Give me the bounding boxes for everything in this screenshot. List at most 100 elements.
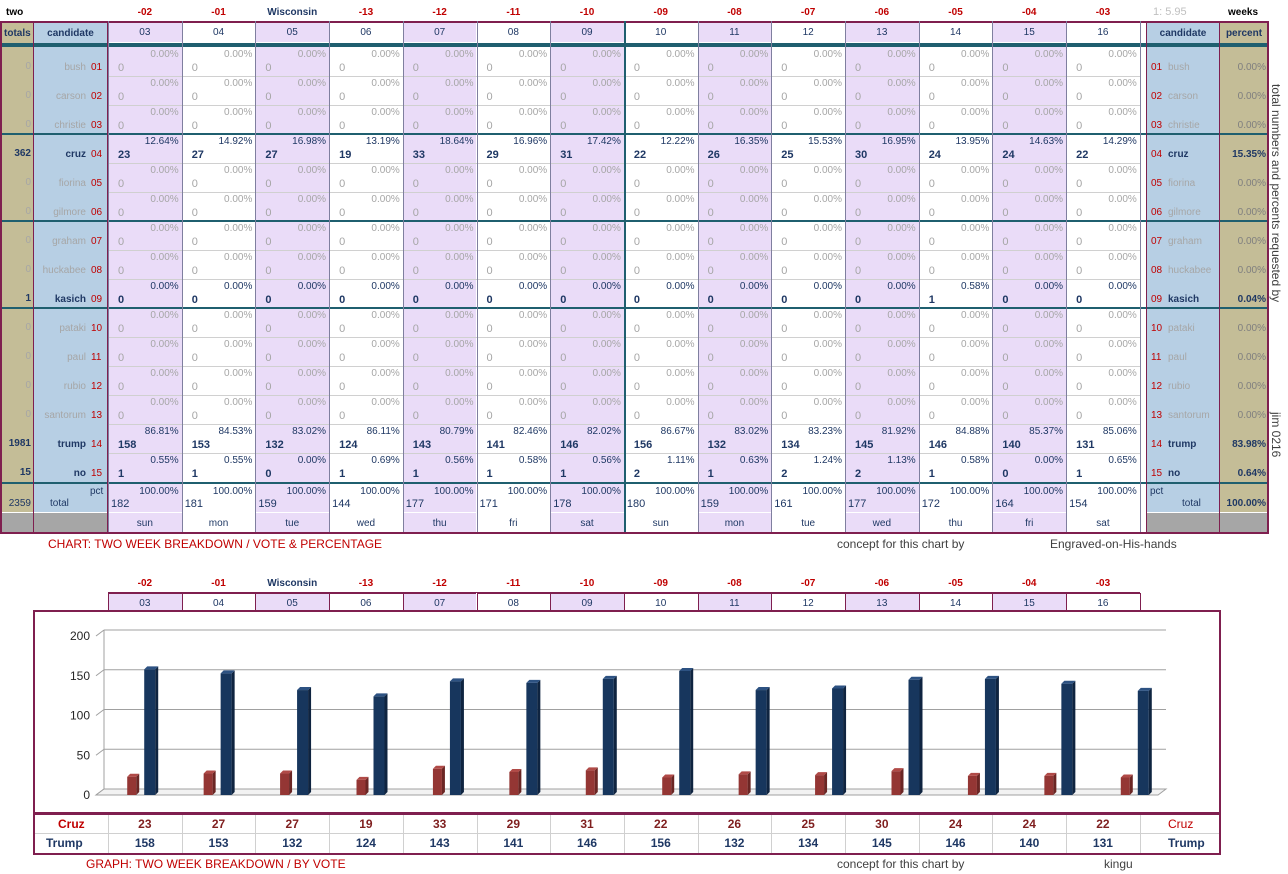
vote-count: 0 bbox=[707, 381, 714, 393]
candidate-number-right: 07 bbox=[1151, 236, 1163, 247]
vote-count: 0 bbox=[412, 91, 419, 103]
vote-percent: 0.00% bbox=[150, 78, 179, 89]
total-percent: 100.00% bbox=[802, 486, 842, 497]
total-percent: 100.00% bbox=[212, 486, 253, 497]
total-percent: 100.00% bbox=[1023, 486, 1064, 497]
vote-percent: 0.00% bbox=[813, 339, 842, 350]
vote-percent: 0.00% bbox=[297, 78, 327, 89]
vote-percent: 0.00% bbox=[371, 165, 400, 176]
vote-percent: 0.00% bbox=[1034, 107, 1064, 118]
candidate-number: 09 bbox=[91, 294, 103, 305]
candidate-percent: 0.00% bbox=[1237, 323, 1266, 334]
vote-percent: 0.58% bbox=[961, 281, 990, 292]
vote-count: 0 bbox=[781, 91, 788, 103]
concept-label-1: concept for this chart by bbox=[837, 537, 965, 551]
vote-count: 0 bbox=[855, 91, 862, 103]
graph-day-code: -10 bbox=[579, 578, 595, 589]
vote-count: 22 bbox=[1076, 149, 1089, 161]
vote-percent: 0.00% bbox=[1034, 78, 1064, 89]
date-label: 15 bbox=[1023, 27, 1035, 38]
vote-count: 0 bbox=[486, 62, 493, 74]
vote-count: 0 bbox=[855, 410, 862, 422]
vote-count: 0 bbox=[781, 323, 788, 335]
vote-count: 0 bbox=[191, 323, 198, 335]
vote-count: 1 bbox=[412, 468, 419, 480]
candidate-number: 11 bbox=[91, 352, 102, 363]
vote-count: 1 bbox=[1076, 468, 1083, 480]
vote-percent: 0.00% bbox=[813, 78, 842, 89]
total-count: 178 bbox=[553, 498, 572, 510]
vote-count: 0 bbox=[781, 410, 788, 422]
vote-percent: 0.00% bbox=[1108, 78, 1137, 89]
vote-count: 0 bbox=[191, 120, 198, 132]
vote-percent: 16.98% bbox=[292, 136, 327, 147]
date-label: 05 bbox=[286, 27, 298, 38]
vote-count: 0 bbox=[855, 62, 862, 74]
vote-percent: 0.00% bbox=[1108, 223, 1137, 234]
vote-percent: 0.00% bbox=[813, 397, 842, 408]
vote-percent: 0.00% bbox=[518, 223, 548, 234]
candidate-name: graham bbox=[52, 236, 86, 247]
weekday-label: sat bbox=[580, 518, 594, 529]
vote-count: 0 bbox=[633, 207, 641, 219]
total-percent: 100.00% bbox=[876, 486, 916, 497]
candidate-number-right: 11 bbox=[1151, 352, 1162, 363]
bar-side bbox=[136, 773, 140, 795]
date-label: 06 bbox=[360, 27, 372, 38]
vote-percent: 0.00% bbox=[813, 49, 842, 60]
vote-count: 0 bbox=[781, 178, 788, 190]
candidate-total: 0 bbox=[25, 235, 31, 246]
bar-side bbox=[824, 772, 828, 795]
vote-percent: 0.00% bbox=[1034, 281, 1064, 292]
vote-count: 0 bbox=[928, 91, 935, 103]
day-code: Wisconsin bbox=[267, 7, 318, 18]
vote-count: 0 bbox=[1076, 381, 1083, 393]
vote-count: 0 bbox=[707, 294, 714, 306]
vote-count: 0 bbox=[265, 410, 272, 422]
day-code: -03 bbox=[1095, 7, 1111, 18]
candidate-name: no bbox=[73, 468, 86, 479]
weekday-label: fri bbox=[509, 518, 518, 529]
day-code: -13 bbox=[358, 7, 374, 18]
vote-percent: 0.00% bbox=[1108, 397, 1137, 408]
vote-percent: 0.00% bbox=[813, 107, 842, 118]
bar-trump bbox=[144, 669, 156, 795]
vote-percent: 0.00% bbox=[297, 310, 327, 321]
bar-cruz bbox=[662, 777, 672, 795]
vote-count: 0 bbox=[339, 352, 346, 364]
vote-count: 31 bbox=[560, 149, 573, 161]
vote-count: 0 bbox=[412, 178, 419, 190]
vote-count: 0 bbox=[1002, 207, 1009, 219]
vote-percent: 0.00% bbox=[150, 281, 179, 292]
graph-day-code: -08 bbox=[727, 578, 742, 589]
vote-count: 0 bbox=[191, 236, 198, 248]
bar-side bbox=[594, 767, 598, 795]
vote-percent: 0.00% bbox=[445, 252, 474, 263]
candidate-total: 1 bbox=[25, 293, 31, 304]
vote-count: 131 bbox=[1076, 439, 1095, 451]
vote-percent: 0.00% bbox=[297, 455, 327, 466]
vote-count: 0 bbox=[928, 178, 935, 190]
bar-side bbox=[212, 770, 216, 795]
vote-count: 0 bbox=[1076, 120, 1083, 132]
vote-count: 0 bbox=[633, 120, 641, 132]
candidate-name: trump bbox=[57, 439, 86, 450]
vote-count: 0 bbox=[707, 91, 714, 103]
vote-percent: 14.29% bbox=[1102, 136, 1137, 147]
vote-count: 29 bbox=[486, 149, 499, 161]
bar-top bbox=[1061, 680, 1076, 684]
vote-count: 24 bbox=[1002, 149, 1015, 161]
vote-count: 0 bbox=[855, 207, 862, 219]
vote-count: 1 bbox=[928, 294, 935, 306]
vote-count: 0 bbox=[1076, 265, 1083, 277]
vote-percent: 0.00% bbox=[518, 397, 548, 408]
header-two-label: two bbox=[6, 7, 24, 18]
bar-side bbox=[289, 770, 293, 795]
series-value: 27 bbox=[211, 817, 226, 831]
graph-day-code: -09 bbox=[653, 578, 668, 589]
vote-percent: 0.00% bbox=[1034, 397, 1064, 408]
graph-date-label: 10 bbox=[655, 598, 667, 609]
vote-percent: 0.63% bbox=[739, 455, 769, 466]
vote-percent: 0.00% bbox=[666, 49, 695, 60]
candidate-name-right: graham bbox=[1168, 236, 1202, 247]
